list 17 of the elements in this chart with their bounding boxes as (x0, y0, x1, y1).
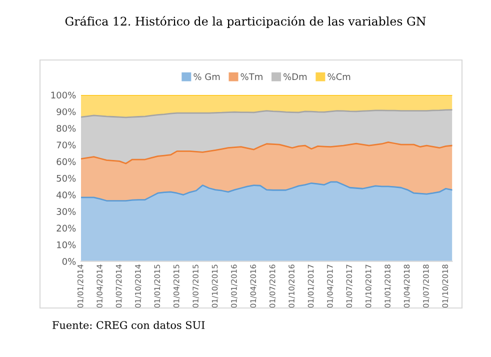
legend-label: %Cm (328, 73, 350, 80)
y-tick-label: 60% (56, 158, 76, 166)
y-tick-label: 100% (51, 92, 76, 99)
y-tick-label: 70% (56, 142, 76, 148)
legend-label: %Dm (284, 73, 307, 80)
y-tick-label: 90% (56, 108, 76, 116)
y-tick-label: 0% (62, 258, 76, 265)
legend-label: % Gm (194, 73, 220, 80)
y-tick-label: 10% (57, 241, 76, 248)
y-tick-label: 40% (56, 192, 76, 198)
y-tick-label: 20% (56, 224, 76, 232)
legend-label: %Tm (240, 73, 262, 80)
y-tick-label: 30% (56, 208, 76, 215)
chart-title: Gráfica 12. Histórico de la participación de las variables GN (65, 16, 426, 28)
y-tick-label: 80% (56, 124, 76, 132)
source-note: Fuente: CREG con datos SUI (52, 320, 205, 330)
y-tick-label: 50% (56, 174, 76, 182)
